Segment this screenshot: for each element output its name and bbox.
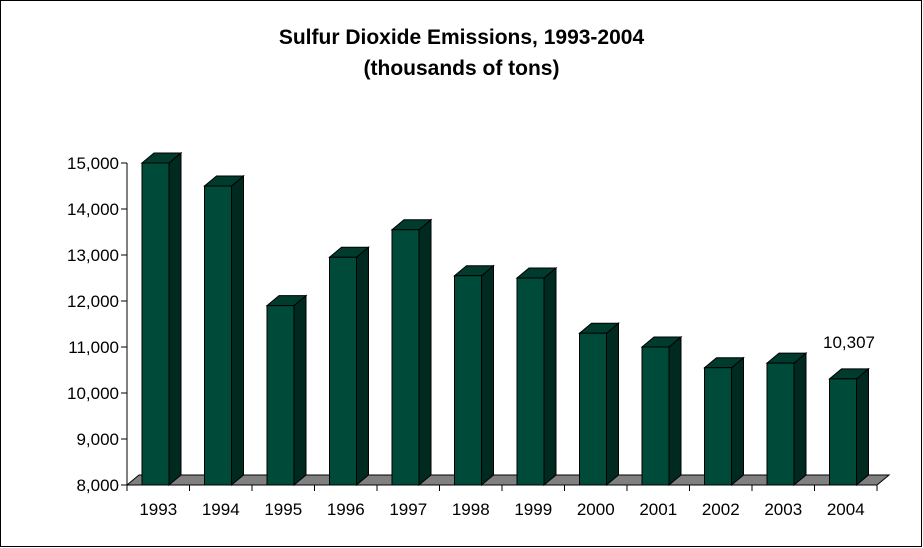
x-tick-label: 1994 bbox=[202, 500, 240, 519]
bar-side bbox=[418, 218, 432, 487]
bar-side bbox=[668, 335, 682, 487]
bar bbox=[141, 162, 170, 486]
y-tick-label: 9,000 bbox=[76, 430, 119, 449]
bar bbox=[329, 256, 357, 486]
y-tick-label: 8,000 bbox=[76, 476, 119, 495]
x-tick-label: 2001 bbox=[639, 500, 677, 519]
bar bbox=[204, 185, 232, 486]
bar bbox=[579, 332, 607, 486]
x-tick-label: 1999 bbox=[514, 500, 552, 519]
y-tick-label: 15,000 bbox=[67, 154, 119, 173]
x-tick-label: 2004 bbox=[827, 500, 865, 519]
x-tick-label: 2000 bbox=[577, 500, 615, 519]
y-tick-label: 14,000 bbox=[67, 200, 119, 219]
x-tick-label: 1995 bbox=[264, 500, 302, 519]
bar-side bbox=[231, 174, 244, 487]
bar bbox=[641, 346, 670, 486]
chart-title: Sulfur Dioxide Emissions, 1993-2004 bbox=[278, 26, 645, 49]
y-tick-label: 13,000 bbox=[67, 246, 119, 265]
y-tick-label: 12,000 bbox=[67, 292, 119, 311]
x-tick-label: 2002 bbox=[702, 500, 740, 519]
bar bbox=[391, 229, 420, 486]
bar bbox=[829, 378, 857, 486]
bar-side bbox=[168, 151, 182, 487]
bar-side bbox=[293, 294, 307, 487]
bar bbox=[766, 362, 795, 486]
chart-title-block: Sulfur Dioxide Emissions, 1993-2004 (tho… bbox=[0, 22, 923, 84]
x-tick-label: 1993 bbox=[139, 500, 177, 519]
y-tick-label: 11,000 bbox=[68, 338, 119, 357]
bar bbox=[704, 367, 732, 486]
bar-side bbox=[731, 356, 744, 487]
bar-side bbox=[856, 367, 869, 487]
y-tick-label: 10,000 bbox=[67, 384, 119, 403]
bar-side bbox=[606, 322, 619, 487]
x-tick-label: 2003 bbox=[764, 500, 802, 519]
bar bbox=[454, 275, 482, 486]
bar-side bbox=[793, 352, 807, 487]
chart-subtitle: (thousands of tons) bbox=[363, 57, 560, 80]
bar bbox=[266, 305, 295, 486]
bar bbox=[516, 277, 545, 486]
x-tick-label: 1996 bbox=[327, 500, 365, 519]
x-tick-label: 1998 bbox=[452, 500, 490, 519]
bar-side bbox=[543, 266, 557, 487]
bar-side bbox=[481, 264, 494, 487]
x-tick-label: 1997 bbox=[389, 500, 427, 519]
data-label: 10,307 bbox=[823, 333, 875, 352]
bar-side bbox=[356, 246, 369, 487]
